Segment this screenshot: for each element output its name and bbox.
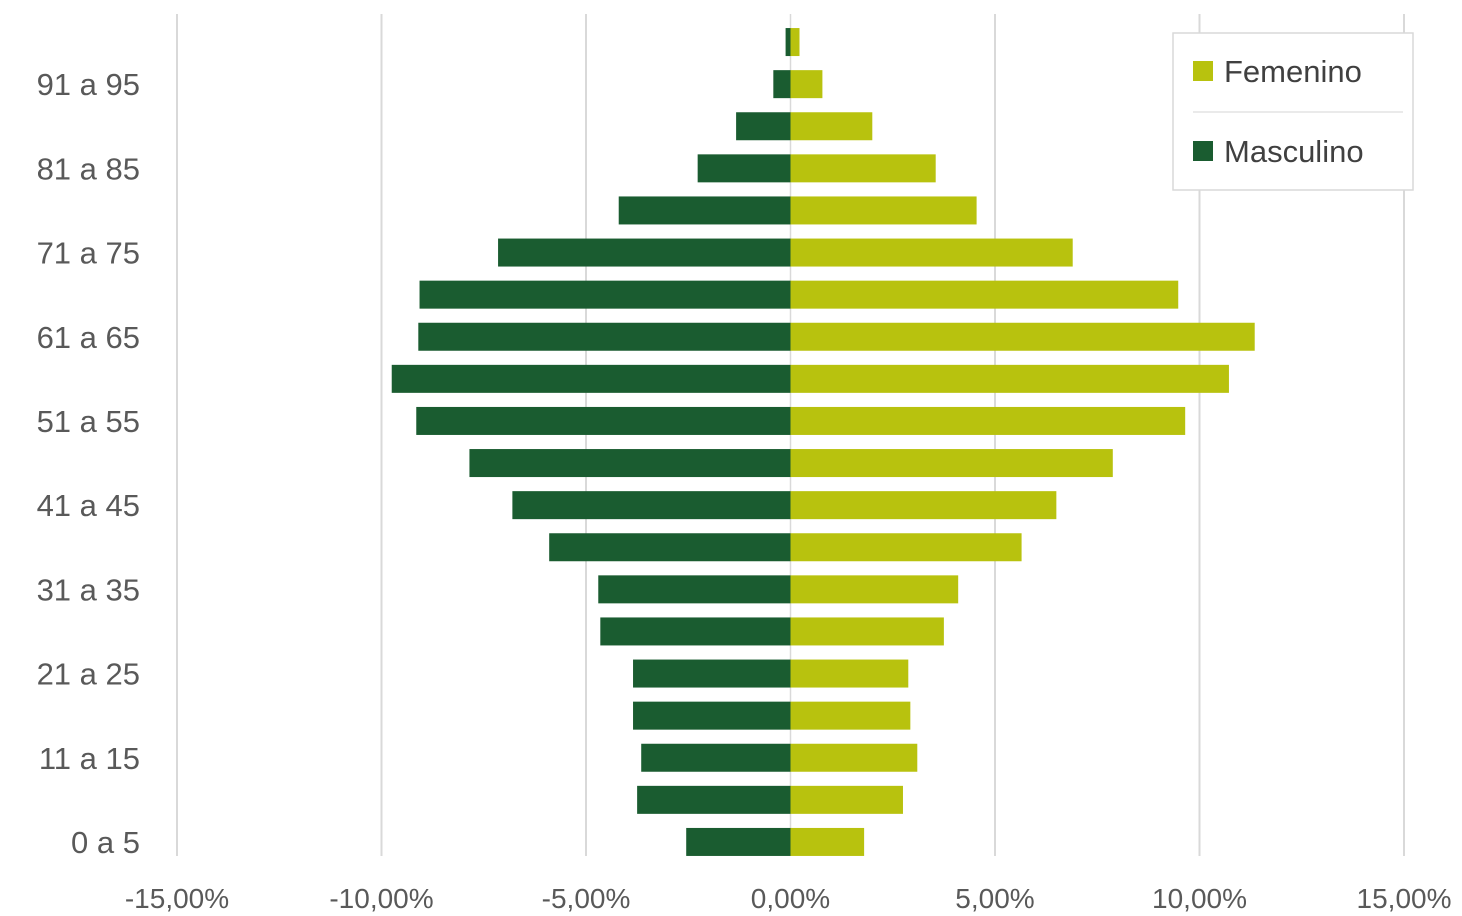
y-tick-label: 11 a 15 <box>39 741 140 776</box>
bar-femenino-7 <box>790 533 1022 562</box>
bar-masculino-0 <box>686 827 791 856</box>
x-tick-label: -10,00% <box>329 883 433 914</box>
y-tick-label: 31 a 35 <box>37 572 140 607</box>
bar-femenino-15 <box>790 196 977 225</box>
bar-femenino-13 <box>790 280 1179 309</box>
bar-femenino-11 <box>790 364 1229 393</box>
bar-masculino-18 <box>773 70 791 99</box>
bar-femenino-18 <box>790 70 823 99</box>
bar-femenino-10 <box>790 406 1186 435</box>
bar-masculino-16 <box>697 154 791 183</box>
bar-femenino-1 <box>790 785 903 814</box>
x-tick-label: 15,00% <box>1357 883 1452 914</box>
bar-masculino-1 <box>637 785 791 814</box>
bar-masculino-7 <box>549 533 791 562</box>
x-tick-label: 10,00% <box>1152 883 1247 914</box>
legend-label-femenino: Femenino <box>1224 54 1362 89</box>
bar-masculino-19 <box>785 28 791 57</box>
bar-masculino-9 <box>469 449 791 478</box>
bars <box>391 28 1255 856</box>
bar-masculino-6 <box>598 575 791 604</box>
y-tick-label: 91 a 95 <box>37 67 140 102</box>
x-tick-label: -5,00% <box>542 883 631 914</box>
bar-femenino-19 <box>790 28 800 57</box>
y-tick-label: 0 a 5 <box>71 825 140 860</box>
y-tick-label: 61 a 65 <box>37 320 140 355</box>
bar-femenino-4 <box>790 659 909 688</box>
bar-masculino-17 <box>736 112 791 141</box>
bar-femenino-12 <box>790 322 1255 351</box>
bar-femenino-0 <box>790 827 865 856</box>
y-tick-label: 81 a 85 <box>37 151 140 186</box>
bar-masculino-3 <box>633 701 791 730</box>
bar-masculino-15 <box>618 196 791 225</box>
bar-femenino-3 <box>790 701 911 730</box>
bar-masculino-5 <box>600 617 791 646</box>
bar-masculino-14 <box>498 238 791 267</box>
bar-femenino-2 <box>790 743 918 772</box>
legend-label-masculino: Masculino <box>1224 134 1364 169</box>
bar-masculino-4 <box>633 659 791 688</box>
y-tick-label: 41 a 45 <box>37 488 140 523</box>
bar-femenino-17 <box>790 112 873 141</box>
legend: Femenino Masculino <box>1172 32 1414 191</box>
y-tick-label: 51 a 55 <box>37 404 140 439</box>
y-axis-labels: 0 a 5 11 a 15 21 a 25 31 a 35 41 a 45 51 a 55… <box>37 67 140 860</box>
bar-masculino-8 <box>512 491 791 520</box>
x-tick-label: -15,00% <box>125 883 229 914</box>
x-tick-label: 5,00% <box>955 883 1034 914</box>
y-tick-label: 21 a 25 <box>37 657 140 692</box>
bar-masculino-10 <box>416 406 791 435</box>
bar-femenino-8 <box>790 491 1057 520</box>
bar-femenino-5 <box>790 617 944 646</box>
y-tick-label: 71 a 75 <box>37 236 140 271</box>
legend-swatch-femenino <box>1193 61 1213 81</box>
bar-femenino-6 <box>790 575 959 604</box>
x-tick-label: 0,00% <box>751 883 830 914</box>
bar-masculino-2 <box>641 743 791 772</box>
bar-femenino-14 <box>790 238 1073 267</box>
bar-masculino-13 <box>419 280 791 309</box>
legend-swatch-masculino <box>1193 141 1213 161</box>
bar-masculino-12 <box>418 322 791 351</box>
x-axis-labels: -15,00% -10,00% -5,00% 0,00% 5,00% 10,00% 15,0… <box>125 883 1452 914</box>
bar-femenino-9 <box>790 449 1113 478</box>
bar-masculino-11 <box>391 364 791 393</box>
bar-femenino-16 <box>790 154 936 183</box>
